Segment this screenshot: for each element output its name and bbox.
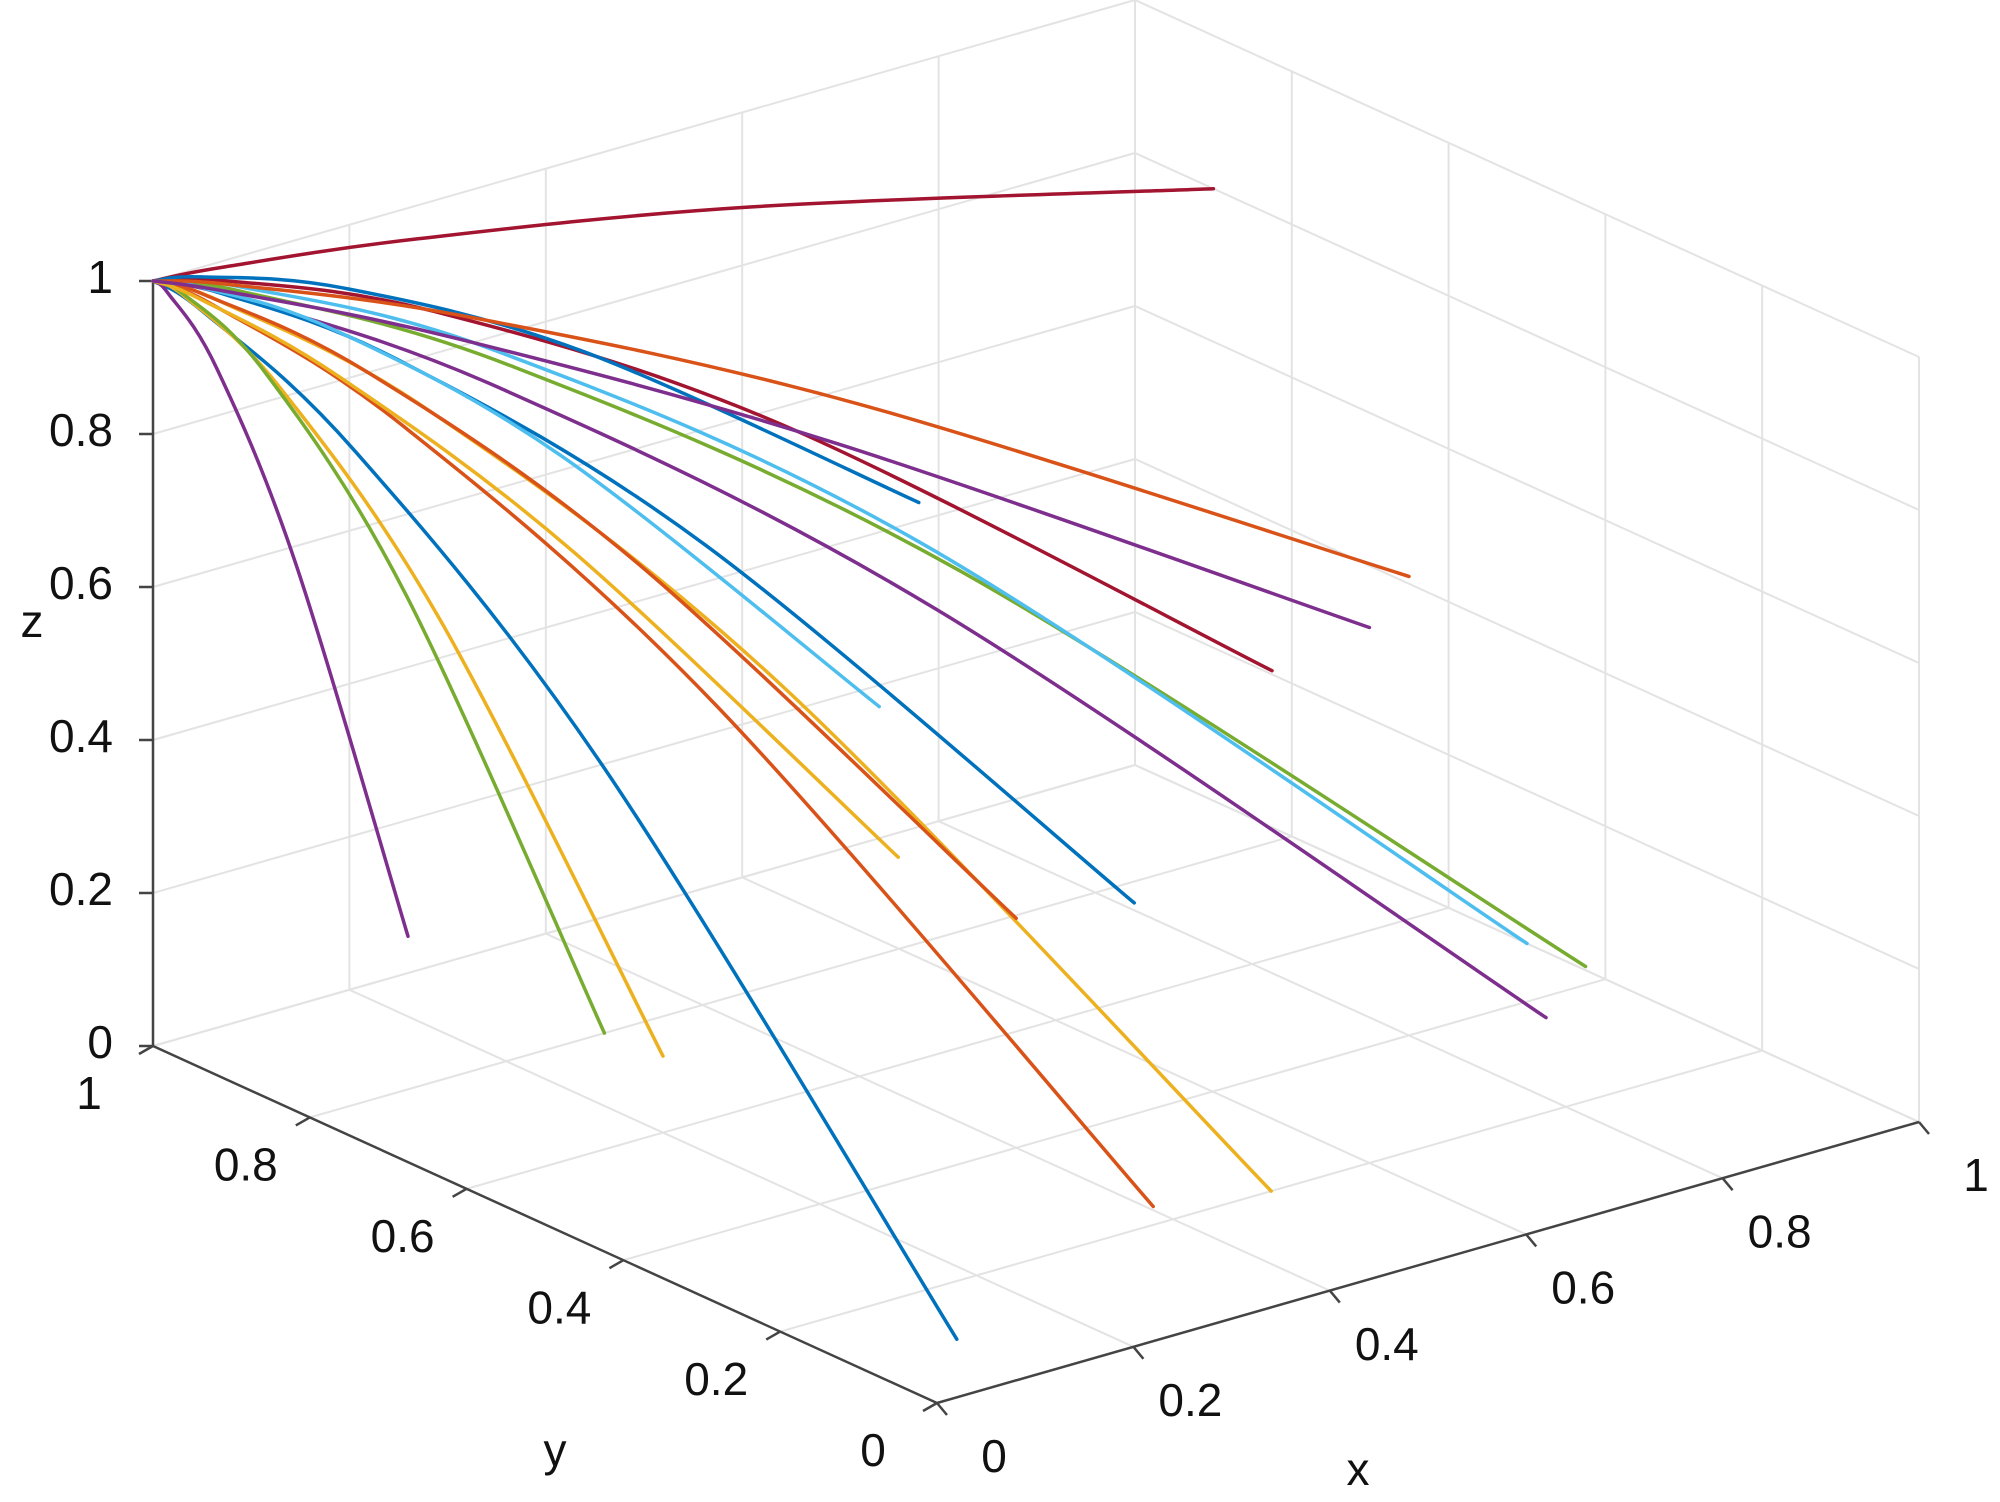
trajectory	[151, 279, 900, 859]
x-tick-label: 0.8	[1748, 1205, 1812, 1257]
grid-line	[152, 611, 1136, 894]
z-tick-label: 0	[87, 1016, 113, 1068]
trajectory	[151, 279, 1411, 579]
z-tick-label: 0.2	[49, 863, 113, 915]
trajectory	[151, 279, 1372, 630]
trajectory	[151, 279, 410, 939]
x-tick	[1525, 1233, 1538, 1248]
y-tick	[765, 1330, 781, 1341]
y-tick	[295, 1116, 311, 1127]
grid-line	[152, 305, 1136, 588]
trajectories	[151, 186, 1588, 1341]
grid-line	[152, 764, 1136, 1047]
x-tick-label: 0	[981, 1430, 1007, 1482]
z-tick-label: 0.4	[49, 710, 113, 762]
y-tick	[608, 1259, 625, 1270]
grid-line	[1134, 305, 1920, 664]
x-axis	[936, 1120, 1920, 1405]
z-tick-label: 0.6	[49, 557, 113, 609]
grid-line	[545, 932, 1331, 1292]
x-tick	[1721, 1177, 1734, 1192]
z-axis-label: z	[21, 595, 44, 647]
grid-line	[938, 820, 1724, 1180]
trajectory	[151, 279, 1273, 1193]
z-tick-label: 0.8	[49, 404, 113, 456]
trajectory	[151, 274, 921, 505]
x-tick-label: 0.6	[1551, 1262, 1615, 1314]
trajectory	[151, 186, 1216, 283]
grid-line	[1134, 152, 1920, 511]
y-tick-label: 0.8	[214, 1139, 278, 1191]
grid-line	[741, 876, 1527, 1236]
x-tick-label: 0.4	[1355, 1318, 1419, 1370]
y-tick-label: 0.2	[684, 1353, 748, 1405]
grid-line	[1134, 458, 1920, 817]
grid-line	[309, 835, 1293, 1119]
y-tick	[138, 1044, 154, 1056]
x-axis-label: x	[1347, 1443, 1370, 1495]
grid	[152, 0, 1920, 1404]
y-tick-label: 0.6	[371, 1210, 435, 1262]
x-tick-label: 1	[1963, 1149, 1989, 1201]
y-tick	[451, 1187, 468, 1198]
trajectory	[151, 276, 1274, 673]
x-tick-label: 0.2	[1158, 1374, 1222, 1426]
trajectory	[151, 278, 1529, 946]
trajectory	[151, 279, 607, 1035]
y-tick-label: 0	[860, 1424, 886, 1476]
grid-line	[152, 458, 1136, 741]
grid-line	[623, 978, 1606, 1262]
y-axis-label: y	[544, 1424, 567, 1476]
y-axis	[152, 1044, 938, 1405]
grid-line	[152, 152, 1136, 435]
y-tick	[922, 1401, 938, 1413]
x-tick	[1328, 1289, 1341, 1304]
y-tick-label: 0.4	[527, 1281, 591, 1333]
grid-line	[152, 0, 1136, 282]
trajectory	[151, 279, 1018, 921]
trajectory	[151, 279, 1588, 969]
grid-line	[348, 988, 1134, 1348]
x-tick	[1132, 1345, 1145, 1360]
axes: 00.20.40.60.8100.20.40.60.8100.20.40.60.…	[49, 251, 1989, 1482]
grid-line	[466, 906, 1449, 1190]
z-tick-label: 1	[87, 251, 113, 303]
x-tick	[1918, 1121, 1930, 1135]
grid-line	[1134, 0, 1920, 358]
grid-line	[1134, 611, 1920, 970]
x-tick	[936, 1402, 948, 1416]
y-tick-label: 1	[76, 1067, 102, 1119]
